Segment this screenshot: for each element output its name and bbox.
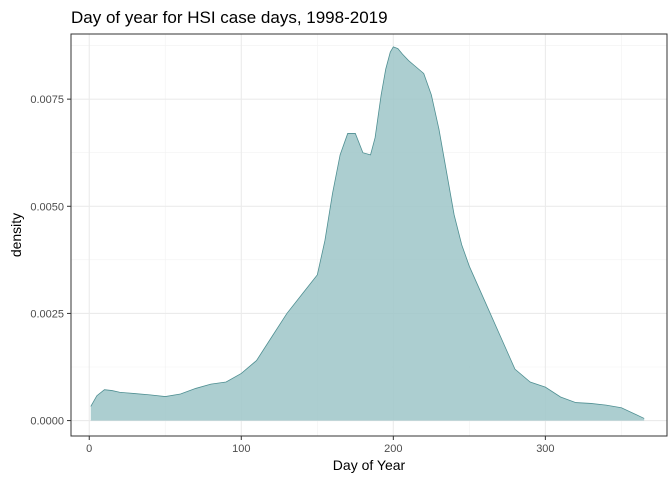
y-axis-label: density (8, 213, 24, 257)
y-tick-label: 0.0025 (30, 308, 64, 320)
y-tick-label: 0.0075 (30, 94, 64, 106)
density-area-layer (90, 46, 645, 421)
x-tick-label: 300 (536, 443, 554, 455)
density-curve (90, 46, 645, 419)
chart-title: Day of year for HSI case days, 1998-2019 (71, 8, 388, 27)
x-axis-label: Day of Year (333, 457, 406, 473)
x-tick-label: 0 (86, 443, 92, 455)
y-axis-ticks: 0.0000 0.0025 0.0050 0.0075 (30, 94, 71, 428)
plot-border (70, 33, 668, 437)
y-tick-label: 0.0050 (30, 201, 64, 213)
x-tick-label: 200 (384, 443, 402, 455)
x-axis-ticks: 0 100 200 300 (86, 436, 555, 455)
density-area (90, 46, 645, 421)
y-tick-label: 0.0000 (30, 416, 64, 428)
x-tick-label: 100 (232, 443, 250, 455)
